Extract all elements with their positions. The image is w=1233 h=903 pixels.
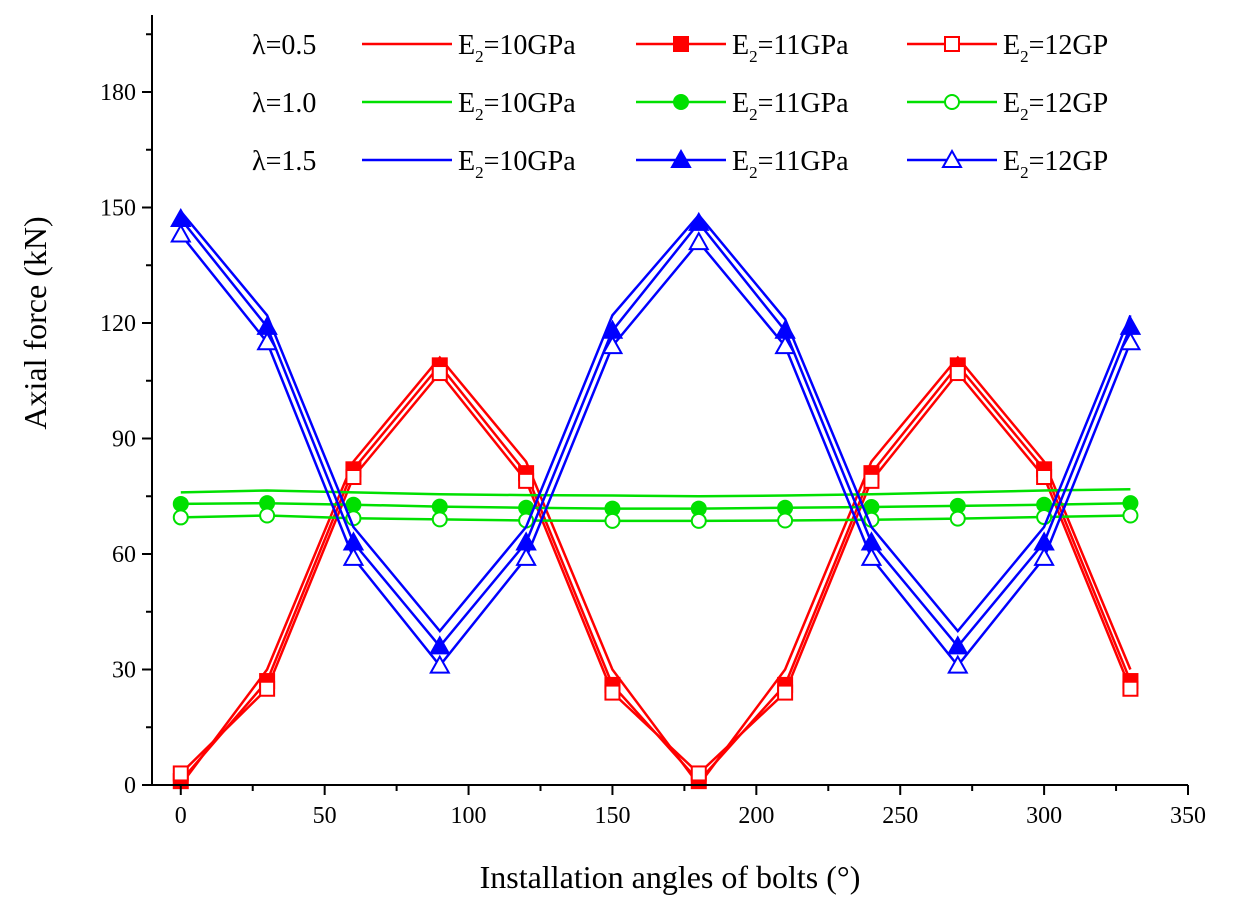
series-2-point-5	[604, 684, 621, 701]
series-5-point-9	[949, 510, 966, 527]
legend-marker-0-2	[944, 36, 960, 52]
series-2-point-9	[949, 365, 966, 382]
legend-row-0: λ=0.5 E2=10GPa E2=11GPa E2=12GP	[252, 30, 1108, 66]
x-tick-label-0: 0	[175, 803, 187, 829]
series-2-point-3	[431, 365, 448, 382]
legend: λ=0.5 E2=10GPa E2=11GPa E2=12GP λ=1.0 E2=10GP…	[252, 30, 1108, 182]
series-8-point-7	[774, 335, 796, 355]
series-2	[172, 365, 1139, 782]
y-axis-title: Axial force (kN)	[17, 216, 53, 429]
series-7-point-3	[429, 635, 451, 655]
series-line-4	[180, 501, 1131, 510]
x-tick-label-6: 300	[1026, 803, 1062, 829]
series-2-point-0	[172, 765, 189, 782]
legend-row-2: λ=1.5 E2=10GPa E2=11GPa E2=12GP	[252, 146, 1108, 182]
legend-marker-1-1	[673, 94, 689, 110]
series-5	[172, 507, 1139, 529]
series-2-point-10	[1036, 469, 1053, 485]
y-tick-label-5: 150	[100, 196, 136, 222]
y-tick-label-4: 120	[100, 311, 136, 337]
legend-label-0-2: E2=12GP	[1003, 30, 1108, 66]
legend-marker-2-2	[941, 148, 963, 168]
legend-label-2-0: E2=10GPa	[458, 146, 576, 182]
series-2-point-2	[345, 469, 362, 485]
series-6	[179, 210, 1132, 633]
legend-marker-2-1	[670, 148, 692, 168]
x-tick-label-2: 100	[451, 803, 487, 829]
y-tick-label-2: 60	[112, 542, 136, 568]
series-4	[172, 495, 1139, 517]
series-5-point-5	[604, 512, 621, 529]
x-tick-label-4: 200	[738, 803, 774, 829]
series-4-point-0	[172, 495, 189, 512]
series-2-point-7	[777, 684, 794, 701]
series-8-point-2	[342, 546, 365, 566]
series-8-point-9	[947, 654, 969, 674]
series-line-7	[179, 218, 1132, 649]
series-2-point-6	[690, 765, 707, 782]
series-3	[180, 488, 1131, 498]
y-tick-label-1: 30	[112, 658, 136, 684]
series-5-point-7	[777, 512, 794, 529]
series-7-point-6	[688, 211, 710, 231]
series-8-point-8	[860, 546, 883, 566]
series-8	[170, 223, 1142, 674]
y-tick-label-6: 180	[100, 80, 136, 106]
series-8-point-3	[429, 654, 451, 674]
legend-label-1-0: E2=10GPa	[458, 88, 576, 124]
plot-lines	[170, 208, 1142, 790]
x-axis-title: Installation angles of bolts (°)	[480, 859, 861, 895]
x-tick-label-7: 350	[1170, 803, 1206, 829]
legend-label-2-1: E2=11GPa	[732, 146, 849, 182]
series-8-point-6	[688, 231, 710, 251]
legend-label-0-0: E2=10GPa	[458, 30, 576, 66]
series-5-point-3	[431, 511, 448, 528]
series-8-point-5	[601, 335, 624, 355]
series-line-5	[180, 514, 1131, 523]
legend-lambda-label-1: λ=1.0	[252, 88, 316, 119]
series-8-point-11	[1119, 331, 1142, 351]
series-8-point-4	[515, 546, 537, 566]
y-tick-label-3: 90	[112, 427, 136, 453]
series-2-point-4	[518, 472, 535, 489]
x-tick-label-3: 150	[594, 803, 630, 829]
series-0	[179, 355, 1132, 788]
legend-marker-1-2	[944, 94, 960, 110]
series-1	[172, 357, 1139, 790]
series-8-point-10	[1033, 546, 1055, 566]
series-5-point-6	[690, 512, 707, 529]
series-5-point-11	[1122, 507, 1139, 524]
legend-lambda-label-2: λ=1.5	[252, 146, 316, 177]
x-tick-label-5: 250	[882, 803, 918, 829]
series-7-point-9	[947, 635, 969, 655]
series-5-point-1	[259, 507, 276, 524]
legend-label-0-1: E2=11GPa	[732, 30, 849, 66]
legend-lambda-label-0: λ=0.5	[252, 30, 316, 61]
y-tick-label-0: 0	[124, 773, 136, 799]
axes	[151, 15, 1188, 786]
legend-label-1-1: E2=11GPa	[732, 88, 849, 124]
x-tick-label-1: 50	[313, 803, 337, 829]
series-5-point-0	[172, 509, 189, 526]
legend-label-1-2: E2=12GP	[1003, 88, 1108, 124]
series-line-2	[179, 371, 1132, 776]
series-4-point-2	[345, 496, 362, 513]
legend-row-1: λ=1.0 E2=10GPa E2=11GPa E2=12GP	[252, 88, 1108, 124]
series-8-point-0	[170, 223, 192, 243]
series-line-6	[179, 210, 1132, 633]
series-2-point-11	[1122, 680, 1139, 697]
ticks: 0 50 100 150 200 250 300 350 0 30 60 90 120 150 180	[100, 33, 1206, 829]
legend-label-2-2: E2=12GP	[1003, 146, 1108, 182]
series-2-point-1	[259, 680, 276, 697]
legend-marker-0-1	[673, 36, 689, 52]
series-line-0	[179, 355, 1132, 788]
series-line-3	[180, 488, 1131, 498]
series-8-point-1	[256, 331, 278, 351]
series-2-point-8	[863, 472, 880, 489]
series-line-8	[179, 233, 1132, 668]
series-line-1	[179, 363, 1132, 783]
